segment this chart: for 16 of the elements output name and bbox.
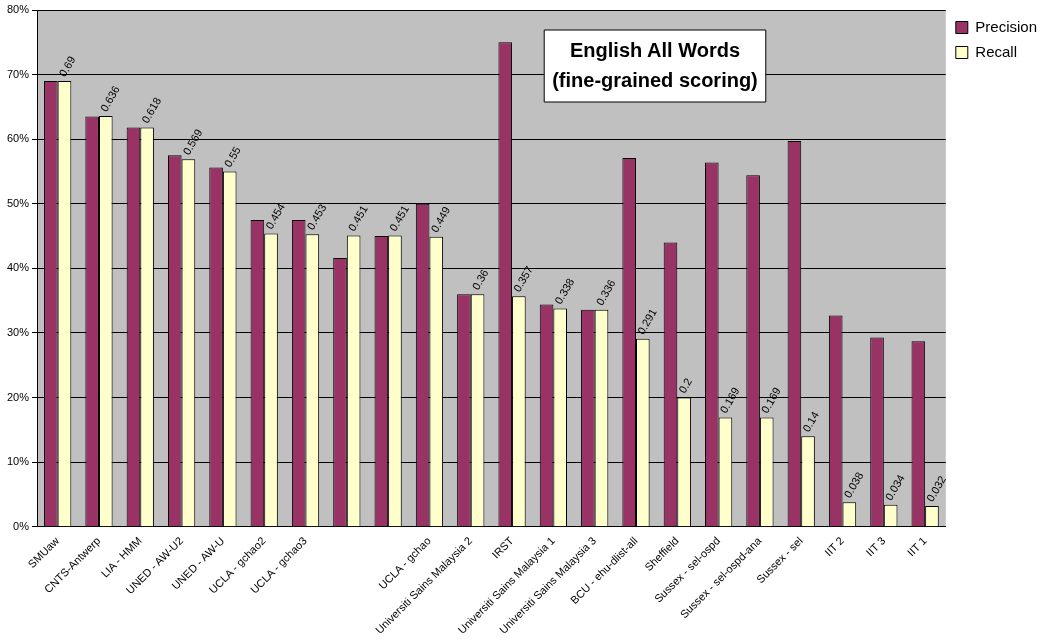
- y-tick-label: 0%: [13, 519, 30, 532]
- x-tick-label: IIT 2: [822, 534, 847, 559]
- y-tick-label: 80%: [6, 3, 30, 16]
- y-tick-label: 40%: [6, 261, 30, 274]
- y-tick-label: 10%: [6, 455, 30, 468]
- x-tick-label: IIT 3: [863, 534, 888, 559]
- y-tick-label: 20%: [6, 390, 30, 403]
- y-tick-label: 70%: [6, 67, 30, 80]
- y-tick-label: 60%: [6, 132, 30, 145]
- y-tick-label: 50%: [6, 196, 30, 209]
- y-tick-label: 30%: [6, 325, 30, 338]
- data-label: 0.2: [676, 375, 695, 396]
- legend-label: Recall: [975, 42, 1017, 60]
- text: English All Words (fine-grained scoring): [552, 38, 758, 91]
- legend-label: Precision: [975, 17, 1038, 35]
- x-tick-label: IIT 1: [904, 534, 929, 559]
